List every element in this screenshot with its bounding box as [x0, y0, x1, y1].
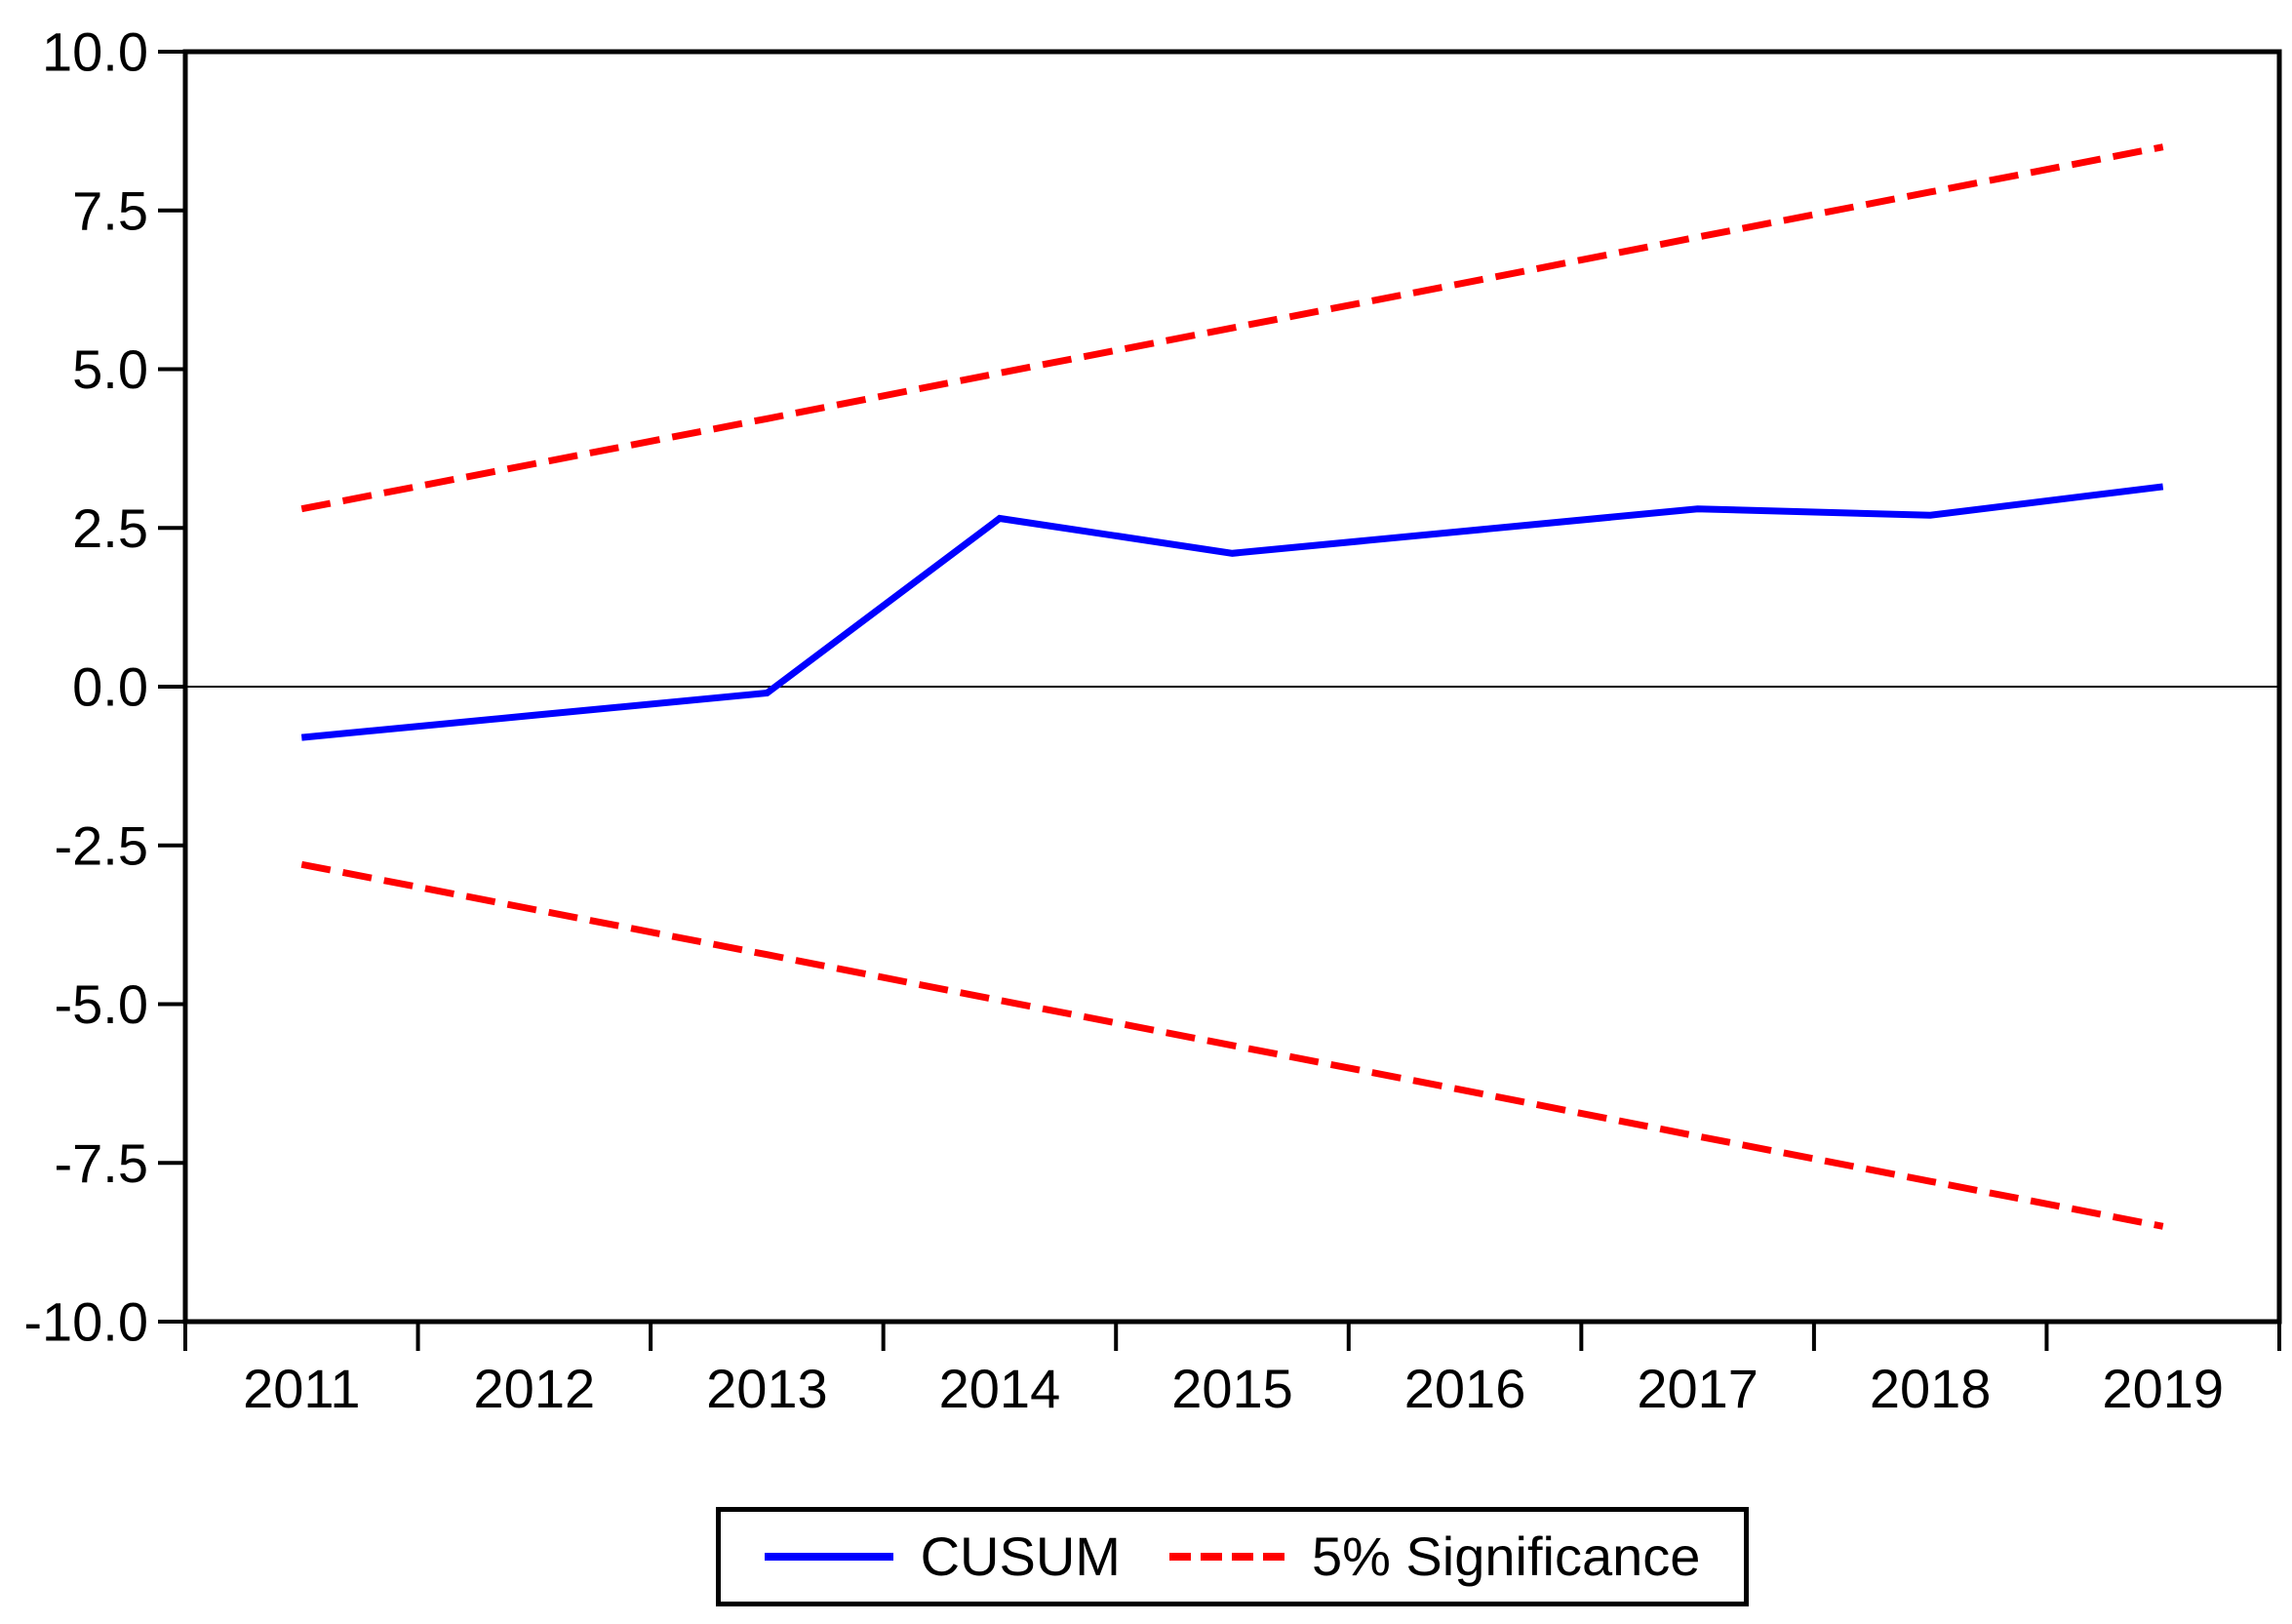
x-tick-label: 2013: [706, 1358, 828, 1419]
x-tick-label: 2018: [1870, 1358, 1992, 1419]
y-tick-label: 0.0: [72, 656, 148, 718]
y-tick-label: 2.5: [72, 497, 148, 559]
x-tick-label: 2015: [1171, 1358, 1293, 1419]
y-tick-label: -7.5: [55, 1132, 149, 1194]
y-tick-label: -2.5: [55, 814, 149, 876]
y-tick-label: -10.0: [23, 1291, 148, 1353]
y-tick-label: 10.0: [42, 21, 148, 83]
y-tick-label: 7.5: [72, 179, 148, 241]
plot-border: [182, 49, 2282, 1325]
cusum-line: [300, 483, 2164, 741]
y-tick-label: 5.0: [72, 338, 148, 400]
significance-dashed-swatch: [1168, 1553, 1284, 1561]
x-tick-label: 2016: [1404, 1358, 1526, 1419]
x-tick-label: 2014: [939, 1358, 1061, 1419]
x-tick-label: 2019: [2102, 1358, 2224, 1419]
x-tick-label: 2011: [243, 1358, 360, 1419]
cusum-line-swatch: [764, 1553, 893, 1561]
significance-bound-line: [300, 143, 2164, 513]
legend: CUSUM 5% Significance: [716, 1507, 1749, 1606]
x-tick-label: 2012: [474, 1358, 596, 1419]
legend-label-cusum: CUSUM: [920, 1525, 1121, 1587]
x-tick-label: 2017: [1637, 1358, 1759, 1419]
legend-label-significance: 5% Significance: [1311, 1525, 1701, 1587]
significance-bound-line: [300, 860, 2164, 1230]
y-tick-label: -5.0: [55, 973, 149, 1035]
